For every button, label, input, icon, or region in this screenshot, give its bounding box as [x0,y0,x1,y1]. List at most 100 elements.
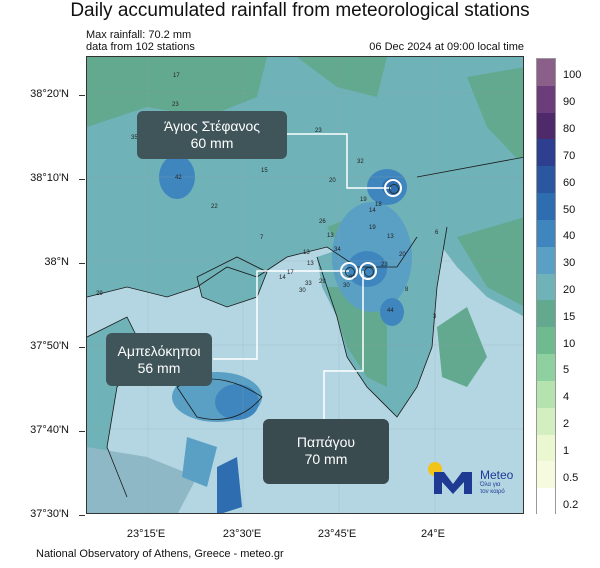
lon-label-23-45: 23°45'E [317,528,357,540]
legend-label: 5 [563,364,570,377]
station-value: 20 [329,178,336,184]
callout-rainfall-value: 60 mm [190,135,234,151]
meteo-logo-tagline-line-2: τον καιρό [480,489,505,495]
legend-label: 2 [563,418,570,431]
station-value: 6 [435,230,439,236]
station-marker-ampelokipoi[interactable] [340,262,358,280]
lat-label-37-50: 37°50'N [27,340,85,352]
legend-label: 15 [563,310,576,323]
legend-label: 40 [563,230,576,243]
meteo-logo-text: Meteo [480,468,514,482]
legend-swatch [537,327,555,355]
station-value: 3 [433,314,437,320]
callout-rainfall-value: 70 mm [304,451,348,467]
legend-swatch [537,193,555,221]
callout-ampelokipoi: Αμπελόκηποι 56 mm [106,333,212,386]
station-value: 29 [96,291,103,297]
lat-label-38-00: 38°N [27,256,85,268]
legend-swatch [537,139,555,167]
legend-swatch [537,354,555,382]
legend-label: 4 [563,391,570,404]
station-value: 7 [260,235,264,241]
lon-label-24: 24°E [421,528,445,540]
station-value: 33 [305,281,312,287]
legend-label: 90 [563,96,576,109]
station-marker-papagou[interactable] [359,262,377,280]
legend-swatch [537,380,555,409]
legend-swatch [537,246,555,275]
legend-label: 70 [563,149,576,162]
legend-label: 1 [563,444,570,457]
legend-label: 100 [563,69,582,82]
legend-label: 60 [563,176,576,189]
date-text: 06 Dec 2024 at 09:00 local time [369,41,524,53]
station-value: 32 [357,159,364,165]
station-value: 30 [343,283,350,289]
station-value: 30 [299,288,306,294]
station-marker-agios-stefanos[interactable] [384,179,402,197]
map-title: Daily accumulated rainfall from meteorol… [70,0,530,21]
meteo-logo-tagline: Όλα για τον καιρό [480,482,505,496]
station-value: 13 [387,234,394,240]
info-panel: Max rainfall: 70.2 mm data from 102 stat… [86,29,195,53]
legend-swatch [537,85,555,114]
legend-swatch [537,300,555,328]
footer-credit: National Observatory of Athens, Greece -… [36,548,284,560]
callout-station-name: Άγιος Στέφανος [163,118,261,134]
callout-agios-stefanos: Άγιος Στέφανος 60 mm [137,111,287,159]
lat-label-38-20: 38°20'N [27,88,85,100]
legend-swatch [537,59,555,87]
station-value: 13 [327,233,334,239]
legend-swatch [537,273,555,301]
station-value: 14 [369,208,376,214]
station-value: 22 [211,204,218,210]
meteo-logo-tagline-line-1: Όλα για [480,482,501,488]
station-value: 8 [405,287,409,293]
station-value: 34 [334,247,341,253]
station-value: 23 [172,102,179,108]
station-value: 13 [307,261,314,267]
legend-swatch [537,434,555,462]
stations-count-text: data from 102 stations [86,41,195,53]
legend-label: 0.2 [563,498,579,511]
legend-label: 50 [563,203,576,216]
legend-swatch [537,461,555,489]
meteo-m-icon [434,472,472,494]
lat-label-37-40: 37°40'N [27,424,85,436]
station-value: 15 [261,168,268,174]
callout-rainfall-value: 56 mm [137,360,181,376]
legend-label: 0.5 [563,471,579,484]
meteo-logo: Meteo Όλα για τον καιρό [428,460,523,500]
callout-station-name: Παπάγου [296,434,356,450]
legend-swatch [537,488,555,516]
legend-label: 80 [563,123,576,136]
rainfall-legend [536,58,556,516]
station-value: 44 [387,308,394,314]
lat-label-38-10: 38°10'N [27,172,85,184]
station-value: 26 [319,219,326,225]
legend-swatch [537,112,555,140]
lon-label-23-30: 23°30'E [222,528,262,540]
legend-swatch [537,166,555,194]
legend-swatch [537,219,555,248]
station-value: 35 [131,135,138,141]
lat-label-37-30: 37°30'N [27,508,85,520]
station-value: 19 [369,225,376,231]
station-value: 19 [360,197,367,203]
station-value: 20 [399,252,406,258]
station-value: 42 [175,175,182,181]
max-rainfall-text: Max rainfall: 70.2 mm [86,29,192,41]
callout-station-name: Αμπελόκηποι [117,343,201,359]
legend-label: 10 [563,337,576,350]
callout-papagou: Παπάγου 70 mm [263,419,389,484]
station-value: 17 [173,73,180,79]
legend-label: 30 [563,257,576,270]
station-value: 18 [375,202,382,208]
lon-label-23-15: 23°15'E [126,528,166,540]
station-value: 14 [279,275,286,281]
station-value: 23 [315,128,322,134]
station-value: 23 [381,262,388,268]
station-value: 29 [319,279,326,285]
legend-label: 20 [563,284,576,296]
station-value: 13 [303,250,310,256]
